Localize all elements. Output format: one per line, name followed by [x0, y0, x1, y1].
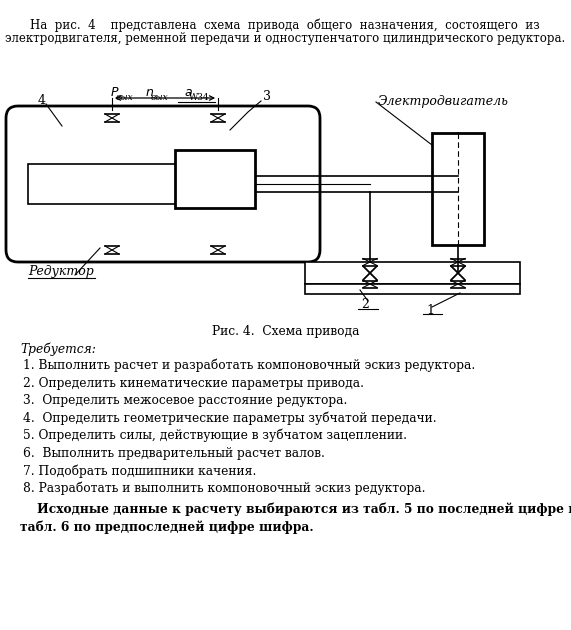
Text: табл. 6 по предпоследней цифре шифра.: табл. 6 по предпоследней цифре шифра. — [20, 520, 313, 534]
Text: 8. Разработать и выполнить компоновочный эскиз редуктора.: 8. Разработать и выполнить компоновочный… — [23, 481, 425, 495]
Bar — [305, 262, 520, 284]
Text: $P$: $P$ — [110, 86, 120, 100]
Text: 7. Подобрать подшипники качения.: 7. Подобрать подшипники качения. — [23, 464, 256, 478]
Text: 1. Выполнить расчет и разработать компоновочный эскиз редуктора.: 1. Выполнить расчет и разработать компон… — [23, 359, 475, 372]
Text: Рис. 4.  Схема привода: Рис. 4. Схема привода — [212, 325, 360, 338]
Text: Редуктор: Редуктор — [28, 265, 94, 278]
Bar — [432, 133, 484, 245]
Text: электродвигателя, ременной передачи и одноступенчатого цилиндрического редуктора: электродвигателя, ременной передачи и од… — [5, 32, 565, 45]
Text: вых: вых — [115, 93, 133, 103]
Bar — [305, 284, 520, 294]
Text: 3: 3 — [263, 91, 271, 103]
Text: 5. Определить силы, действующие в зубчатом зацеплении.: 5. Определить силы, действующие в зубчат… — [23, 429, 407, 442]
Text: $a$: $a$ — [184, 86, 192, 98]
Text: Электродвигатель: Электродвигатель — [378, 96, 509, 108]
Text: Исходные данные к расчету выбираются из табл. 5 по последней цифре шифра и из: Исходные данные к расчету выбираются из … — [20, 503, 571, 517]
Text: $n$: $n$ — [146, 86, 155, 100]
Text: 2. Определить кинематические параметры привода.: 2. Определить кинематические параметры п… — [23, 377, 364, 389]
Text: 4.  Определить геометрические параметры зубчатой передачи.: 4. Определить геометрические параметры з… — [23, 411, 437, 425]
Text: 3.  Определить межосевое расстояние редуктора.: 3. Определить межосевое расстояние редук… — [23, 394, 347, 407]
Bar — [175, 150, 255, 208]
Text: вых: вых — [150, 93, 168, 103]
Text: На  рис.  4    представлена  схема  привода  общего  назначения,  состоящего  из: На рис. 4 представлена схема привода общ… — [30, 18, 540, 32]
Text: W34: W34 — [188, 93, 210, 101]
Text: 1: 1 — [426, 304, 434, 316]
Text: 6.  Выполнить предварительный расчет валов.: 6. Выполнить предварительный расчет вало… — [23, 447, 325, 459]
Text: 4: 4 — [38, 93, 46, 106]
Text: 2: 2 — [361, 299, 369, 311]
Bar — [28, 164, 183, 204]
Text: Требуется:: Требуется: — [20, 343, 96, 357]
FancyBboxPatch shape — [6, 106, 320, 262]
